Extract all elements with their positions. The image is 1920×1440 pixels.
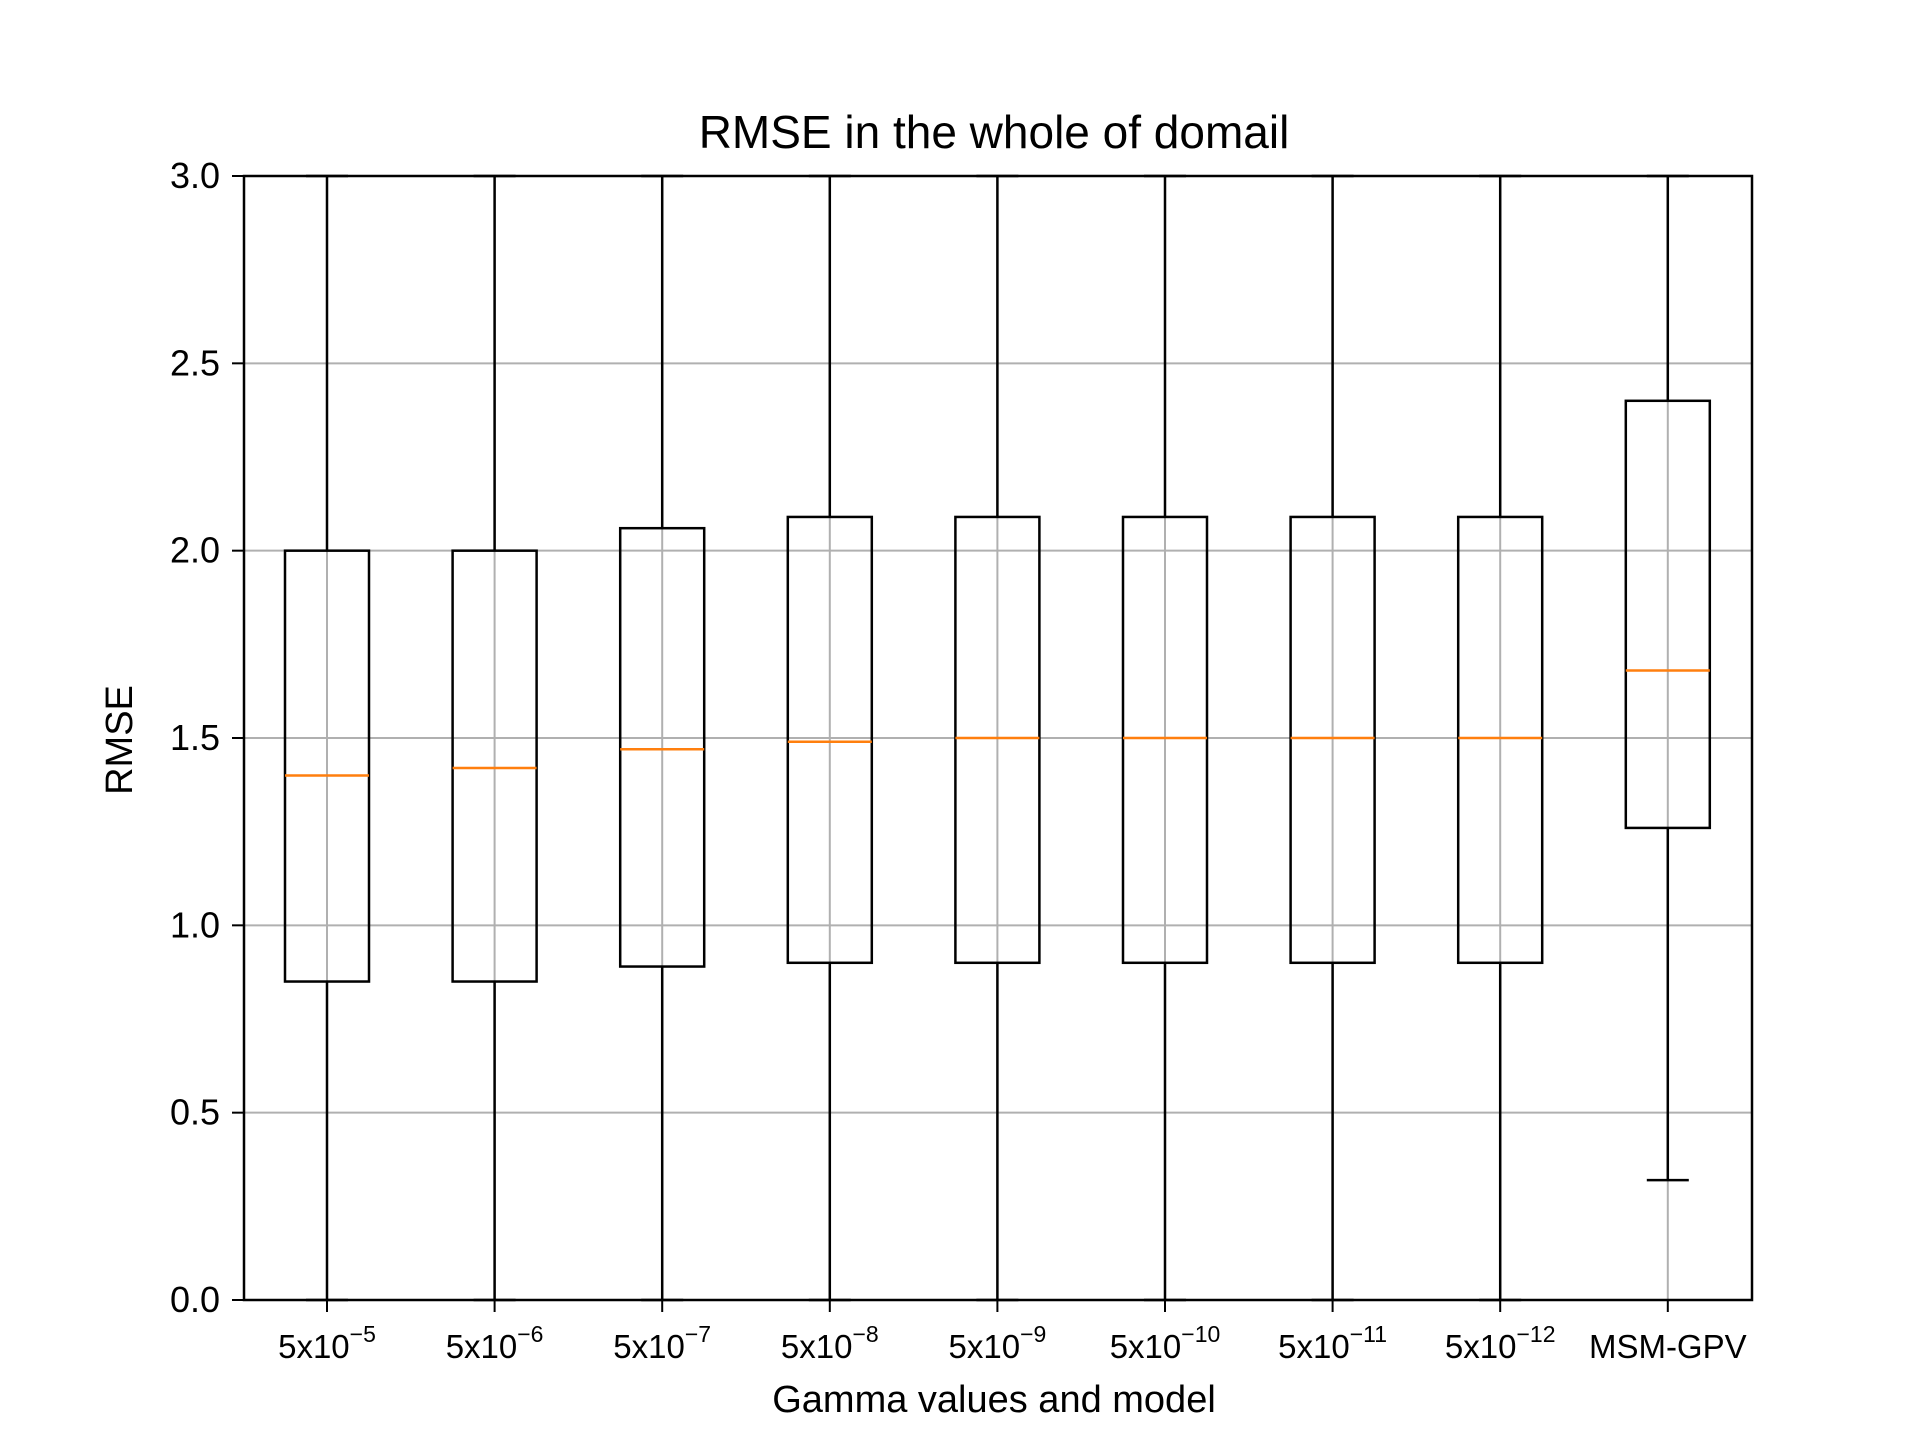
x-tick-label-1: 5x10−6 <box>446 1321 544 1365</box>
x-tick-label-2: 5x10−7 <box>613 1321 711 1365</box>
chart-title: RMSE in the whole of domail <box>699 106 1290 158</box>
y-tick-label-6: 3.0 <box>170 155 220 196</box>
x-tick-label-exponent-3: −8 <box>852 1321 878 1347</box>
x-tick-label-base-5: 5x10 <box>1110 1328 1182 1365</box>
x-tick-label-exponent-1: −6 <box>517 1321 543 1347</box>
x-tick-label-exponent-2: −7 <box>685 1321 711 1347</box>
x-tick-label-4: 5x10−9 <box>949 1321 1047 1365</box>
box-8-iqr <box>1624 399 1712 830</box>
x-tick-label-base-6: 5x10 <box>1278 1328 1350 1365</box>
y-tick-label-5: 2.5 <box>170 342 220 383</box>
x-tick-label-base-1: 5x10 <box>446 1328 518 1365</box>
y-tick-label-4: 2.0 <box>170 530 220 571</box>
box-0-iqr <box>283 549 371 983</box>
x-tick-label-5: 5x10−10 <box>1110 1321 1221 1365</box>
x-axis-ticks: 5x10−5 5x10−6 5x10−7 5x10−8 5x10−9 5x10−10 5x1… <box>278 1300 1747 1365</box>
x-tick-label-base-8: MSM-GPV <box>1589 1328 1747 1365</box>
x-tick-label-8: MSM-GPV <box>1589 1328 1747 1365</box>
box-2-iqr <box>618 526 706 968</box>
y-axis-ticks: 0.0 0.5 1.0 1.5 2.0 2.5 3.0 <box>170 155 244 1320</box>
x-tick-label-exponent-7: −12 <box>1516 1321 1555 1347</box>
x-tick-label-exponent-5: −10 <box>1181 1321 1220 1347</box>
x-tick-label-0: 5x10−5 <box>278 1321 376 1365</box>
box-7-iqr <box>1456 515 1544 965</box>
y-tick-label-3: 1.5 <box>170 717 220 758</box>
box-3-iqr <box>786 515 874 965</box>
box-6-iqr <box>1289 515 1376 965</box>
box-6 <box>1289 174 1376 1302</box>
box-1-iqr <box>451 549 538 983</box>
x-tick-label-7: 5x10−12 <box>1445 1321 1556 1365</box>
box-5-iqr <box>1121 515 1209 965</box>
y-tick-label-0: 0.0 <box>170 1279 220 1320</box>
x-tick-label-base-4: 5x10 <box>949 1328 1021 1365</box>
x-tick-label-exponent-6: −11 <box>1350 1321 1387 1347</box>
x-tick-label-base-3: 5x10 <box>781 1328 853 1365</box>
x-tick-label-3: 5x10−8 <box>781 1321 879 1365</box>
box-2 <box>618 174 706 1302</box>
x-tick-label-exponent-0: −5 <box>350 1321 376 1347</box>
x-tick-label-6: 5x10−11 <box>1278 1321 1387 1365</box>
y-tick-label-2: 1.0 <box>170 904 220 945</box>
y-axis-title: RMSE <box>99 685 141 795</box>
x-axis-title: Gamma values and model <box>772 1379 1216 1421</box>
box-8 <box>1624 174 1712 1182</box>
x-tick-label-exponent-4: −9 <box>1020 1321 1046 1347</box>
y-tick-label-1: 0.5 <box>170 1092 220 1133</box>
box-0 <box>283 174 371 1302</box>
box-4-iqr <box>954 515 1041 965</box>
x-tick-label-base-0: 5x10 <box>278 1328 350 1365</box>
x-tick-label-base-7: 5x10 <box>1445 1328 1517 1365</box>
x-tick-label-base-2: 5x10 <box>613 1328 685 1365</box>
